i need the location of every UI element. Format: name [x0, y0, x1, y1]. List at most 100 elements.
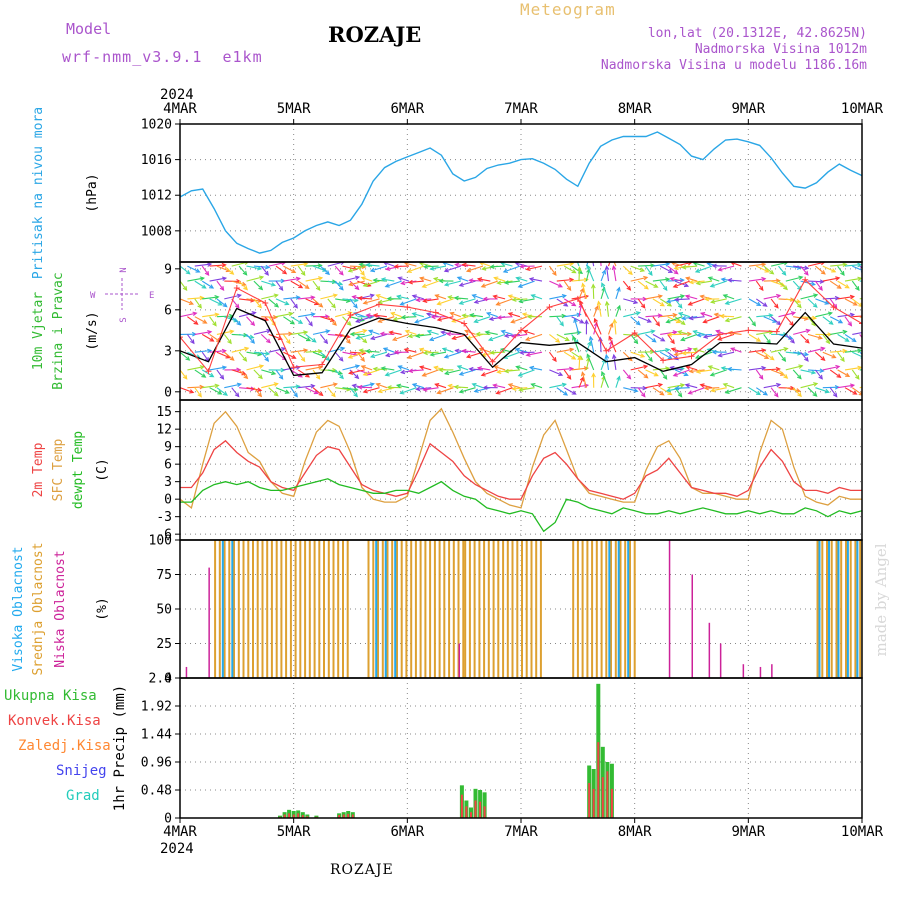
wind-arrow — [246, 316, 255, 326]
wind-arrow — [612, 266, 617, 282]
wind-arrow-head — [340, 262, 345, 266]
wind-arrow — [503, 265, 521, 273]
wind-arrow-head — [628, 270, 633, 276]
year-label-top: 2024 — [160, 87, 194, 103]
wind-arrow-head — [415, 333, 421, 339]
wind-arrow-head — [844, 337, 850, 342]
wind-arrow-head — [258, 275, 265, 281]
wind-arrow — [531, 383, 543, 389]
wind-arrow-head — [487, 336, 494, 342]
cloud-mid-bar — [275, 540, 278, 678]
wind-arrow-head — [608, 335, 613, 341]
wind-arrow-head — [390, 311, 396, 317]
wind-arrow — [556, 348, 574, 353]
wind-arrow-head — [358, 348, 364, 353]
wind-arrow — [396, 384, 410, 389]
gust-marker — [404, 304, 411, 311]
wind-arrow-head — [812, 303, 818, 308]
wind-arrow — [576, 262, 580, 267]
wind-arrow-head — [204, 271, 210, 276]
wind-arrow — [349, 369, 365, 374]
wind-arrow — [512, 387, 528, 390]
wind-arrow — [216, 369, 224, 380]
cloud-mid-bar — [313, 540, 316, 678]
wind-arrow-head — [351, 383, 357, 389]
wind-arrow-head — [362, 328, 368, 334]
wind-arrow — [374, 314, 387, 318]
wind-arrow — [416, 333, 432, 337]
y-tick-label: 3 — [164, 475, 172, 490]
wind-arrow — [613, 354, 617, 370]
x-tick-label-top: 9MAR — [731, 101, 765, 117]
gust-marker — [716, 331, 723, 338]
wind-arrow — [697, 333, 713, 336]
wind-arrow — [792, 280, 802, 291]
cloud-axis-label-1: Visoka Oblacnost — [11, 546, 26, 671]
wind-arrow — [442, 262, 454, 267]
cloud-mid-bar — [468, 540, 471, 678]
y-tick-label: 1.92 — [141, 700, 172, 715]
wind-arrow-head — [199, 276, 205, 281]
wind-arrow — [424, 265, 439, 268]
wind-arrow-head — [365, 348, 371, 354]
wind-arrow-head — [528, 365, 535, 371]
wind-arrow — [366, 350, 380, 353]
wind-arrow — [718, 265, 735, 271]
y-tick-label: 12 — [156, 423, 172, 438]
wind-arrow — [334, 369, 344, 379]
wind-arrow-head — [288, 311, 294, 317]
wind-arrow — [305, 316, 313, 326]
wind-arrow-head — [234, 392, 240, 398]
wind-arrow-head — [399, 301, 405, 306]
wind-arrow — [693, 330, 705, 335]
wind-arrow-head — [264, 356, 270, 362]
wind-arrow-head — [761, 348, 767, 353]
wind-arrow — [260, 265, 269, 276]
wind-arrow-head — [421, 283, 427, 288]
wind-arrow — [391, 312, 402, 318]
wind-arrow-head — [672, 372, 678, 377]
wind-arrow-head — [659, 391, 665, 396]
wind-arrow-head — [236, 320, 242, 326]
cloud-mid-bar — [539, 540, 542, 678]
wind-arrow-head — [461, 348, 467, 354]
wind-arrow — [837, 351, 845, 362]
wind-arrow-head — [291, 354, 297, 359]
wind-arrow — [334, 280, 344, 291]
wind-arrow — [231, 280, 246, 286]
gust-marker — [574, 295, 581, 302]
wind-arrow-head — [609, 322, 614, 328]
x-tick-label-top: 10MAR — [841, 101, 884, 117]
wind-arrow — [430, 265, 447, 270]
wind-arrow — [335, 298, 350, 302]
x-tick-label-top: 4MAR — [163, 101, 197, 117]
wind-arrow-head — [783, 285, 789, 291]
wind-arrow — [844, 277, 862, 282]
wind-arrow — [358, 297, 373, 300]
wind-arrow — [398, 277, 410, 282]
wind-arrow-head — [233, 318, 239, 323]
wind-arrow — [607, 262, 611, 267]
wind-arrow — [342, 334, 351, 344]
wind-arrow — [194, 349, 211, 353]
wind-arrow-head — [415, 386, 421, 392]
precip-label-4: Snijeg — [56, 763, 107, 779]
wind-arrow — [688, 387, 705, 395]
wind-arrow-head — [831, 354, 837, 359]
wind-arrow — [490, 351, 506, 354]
wind-arrow — [571, 316, 584, 324]
wind-arrow — [505, 369, 520, 372]
wind-arrow-head — [353, 392, 358, 398]
wind-arrow — [763, 265, 774, 275]
wind-arrow — [829, 316, 843, 324]
wind-arrow — [209, 350, 226, 353]
wind-arrow-head — [849, 383, 856, 388]
wind-arrow — [601, 371, 610, 388]
wind-arrow — [785, 334, 795, 344]
wind-arrow — [320, 383, 337, 389]
wind-arrow — [556, 278, 574, 282]
cloud-high-bar — [608, 540, 611, 678]
wind-arrow — [297, 265, 306, 276]
wind-arrow-head — [392, 316, 398, 322]
wind-arrow-head — [282, 269, 288, 275]
